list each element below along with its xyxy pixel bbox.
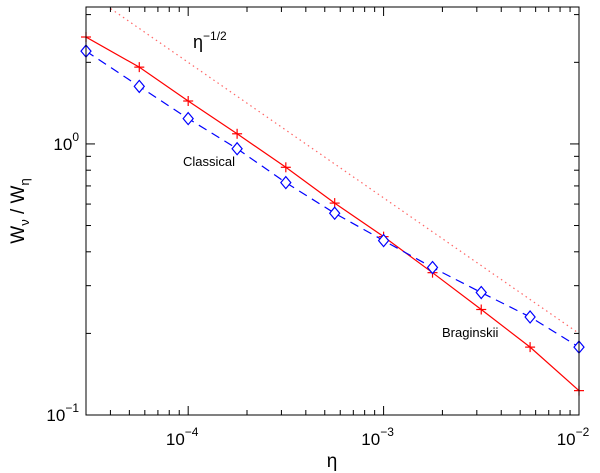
y-label-sub-num: ν [17, 219, 32, 226]
x-tick-label-0: 10−4 [166, 425, 199, 449]
y-label-base: W [8, 226, 29, 244]
series-1-point-3 [231, 141, 243, 156]
series-0-point-4 [280, 162, 291, 173]
series-1-point-8 [475, 285, 488, 300]
annotation-classical: Classical [183, 154, 235, 169]
annotation-slope-base: η [193, 32, 203, 52]
annotation-slope-exp: −1/2 [203, 29, 227, 43]
y-label-base2: W [8, 185, 29, 203]
series-1-point-2 [182, 111, 194, 126]
y-label-sub-den: η [17, 178, 32, 185]
label-layer: Classical Braginskii η−1/2 η Wν / Wη 10−… [8, 29, 590, 472]
x-tick-label-1: 10−3 [361, 425, 394, 449]
plot-frame [85, 6, 580, 416]
series-1-point-4 [280, 175, 292, 190]
annotation-braginskii: Braginskii [442, 325, 498, 340]
series-1-point-6 [377, 233, 390, 248]
y-axis-label: Wν / Wη [8, 178, 32, 243]
series-1-point-9 [524, 310, 536, 324]
annotation-slope: η−1/2 [193, 29, 227, 52]
tick-layer [85, 7, 580, 416]
x-axis-label: η [327, 451, 338, 472]
series-0-point-8 [476, 304, 487, 315]
y-tick-label-1: 100 [53, 130, 79, 154]
series-1-point-1 [133, 79, 146, 94]
series-0-point-1 [134, 62, 145, 73]
series-line-1 [86, 50, 579, 348]
marker-layer [80, 32, 585, 396]
series-0-point-3 [232, 128, 243, 139]
y-tick-label-0: 10−1 [46, 401, 79, 425]
series-0-point-9 [525, 342, 536, 353]
x-tick-label-2: 10−2 [557, 425, 590, 449]
series-1-point-7 [426, 260, 439, 275]
series-1-point-5 [328, 206, 341, 221]
series-0-point-2 [183, 96, 194, 107]
y-label-sep: / [8, 203, 29, 219]
